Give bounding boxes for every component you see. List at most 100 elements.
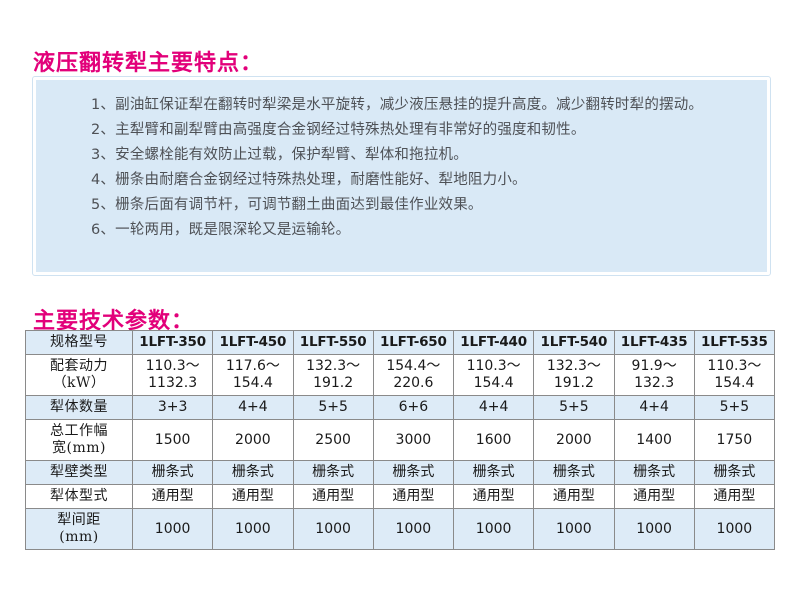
table-row: 犁间距 (mm) 1000 1000 1000 1000 1000 1000 1000 1000 (25, 508, 776, 550)
table-cell: 栅条式 (693, 460, 776, 485)
table-row: 配套动力 （kW） 110.3～ 1132.3 117.6～ 154.4 132.3～ 191… (25, 354, 776, 396)
table-cell: 4+4 (452, 395, 535, 420)
table-cell: 1000 (452, 508, 535, 550)
model-header-cell: 1LFT-535 (693, 330, 776, 355)
table-cell: 1000 (372, 508, 455, 550)
model-header-cell: 1LFT-435 (613, 330, 695, 355)
table-cell: 通用型 (131, 484, 214, 509)
table-cell: 通用型 (693, 484, 776, 509)
cell-line: 1132.3 (148, 375, 198, 391)
model-header-cell: 1LFT-450 (212, 330, 294, 355)
table-cell: 通用型 (613, 484, 695, 509)
features-heading: 液压翻转犁主要特点： (33, 50, 264, 77)
list-item: 6、一轮两用，既是限深轮又是运输轮。 (91, 222, 351, 238)
list-item: 1、副油缸保证犁在翻转时犁梁是水平旋转，减少液压悬挂的提升高度。减少翻转时犁的摆… (91, 97, 704, 113)
table-cell: 栅条式 (372, 460, 455, 485)
table-cell: 1000 (131, 508, 214, 550)
list-item: 2、主犁臂和副犁臂由高强度合金钢经过特殊热处理有非常好的强度和韧性。 (91, 122, 586, 138)
list-item: 5、栅条后面有调节杆，可调节翻土曲面达到最佳作业效果。 (91, 197, 483, 213)
model-header-cell: 1LFT-550 (292, 330, 374, 355)
table-cell: 通用型 (452, 484, 535, 509)
table-cell: 1400 (613, 419, 695, 461)
params-table: 规格型号 1LFT-350 1LFT-450 1LFT-550 1LFT-650 1LFT… (25, 330, 776, 550)
table-cell: 110.3～ 1132.3 (131, 354, 214, 396)
row-header-line: （kW） (52, 375, 106, 391)
table-cell: 通用型 (372, 484, 455, 509)
table-row: 犁体型式 通用型 通用型 通用型 通用型 通用型 通用型 通用型 通用型 (25, 484, 776, 509)
table-row: 犁壁类型 栅条式 栅条式 栅条式 栅条式 栅条式 栅条式 栅条式 栅条式 (25, 460, 776, 485)
cell-line: 154.4 (473, 375, 514, 391)
table-cell: 5+5 (292, 395, 374, 420)
table-row: 犁体数量 3+3 4+4 5+5 6+6 4+4 5+5 4+4 5+5 (25, 395, 776, 420)
table-cell: 91.9～ 132.3 (613, 354, 695, 396)
table-cell: 通用型 (292, 484, 374, 509)
table-cell: 1500 (131, 419, 214, 461)
table-cell: 1000 (613, 508, 695, 550)
cell-line: 132.3～ (546, 358, 601, 374)
features-list: 1、副油缸保证犁在翻转时犁梁是水平旋转，减少液压悬挂的提升高度。减少翻转时犁的摆… (36, 80, 767, 243)
table-cell: 3000 (372, 419, 455, 461)
row-header-line: 配套动力 (50, 358, 108, 374)
table-cell: 1750 (693, 419, 776, 461)
model-header-cell: 1LFT-350 (131, 330, 214, 355)
table-cell: 6+6 (372, 395, 455, 420)
table-cell: 1000 (212, 508, 294, 550)
table-cell: 5+5 (693, 395, 776, 420)
params-table-wrapper: 规格型号 1LFT-350 1LFT-450 1LFT-550 1LFT-650 1LFT… (25, 330, 776, 550)
table-cell: 1000 (292, 508, 374, 550)
table-cell: 110.3～ 154.4 (693, 354, 776, 396)
row-header-line: 宽(mm) (52, 440, 106, 456)
cell-line: 110.3～ (145, 358, 200, 374)
row-header-cell: 犁壁类型 (25, 460, 133, 485)
table-cell: 4+4 (613, 395, 695, 420)
table-cell: 5+5 (533, 395, 615, 420)
table-cell: 通用型 (533, 484, 615, 509)
table-cell: 栅条式 (613, 460, 695, 485)
table-cell: 2500 (292, 419, 374, 461)
cell-line: 154.4 (714, 375, 755, 391)
table-cell: 154.4～ 220.6 (372, 354, 455, 396)
cell-line: 132.3～ (306, 358, 361, 374)
params-heading: 主要技术参数： (33, 308, 195, 335)
table-cell: 1000 (533, 508, 615, 550)
table-cell: 2000 (212, 419, 294, 461)
model-header-cell: 1LFT-650 (372, 330, 455, 355)
row-header-cell: 规格型号 (25, 330, 133, 355)
cell-line: 154.4 (232, 375, 273, 391)
table-cell: 栅条式 (212, 460, 294, 485)
table-row: 总工作幅 宽(mm) 1500 2000 2500 3000 1600 2000 1400 175… (25, 419, 776, 461)
table-cell: 1600 (452, 419, 535, 461)
row-header-cell: 犁体型式 (25, 484, 133, 509)
table-cell: 132.3～ 191.2 (533, 354, 615, 396)
table-cell: 117.6～ 154.4 (212, 354, 294, 396)
row-header-cell: 犁体数量 (25, 395, 133, 420)
table-cell: 栅条式 (131, 460, 214, 485)
table-cell: 132.3～ 191.2 (292, 354, 374, 396)
features-panel: 1、副油缸保证犁在翻转时犁梁是水平旋转，减少液压悬挂的提升高度。减少翻转时犁的摆… (32, 76, 771, 276)
row-header-line: 总工作幅 (50, 423, 108, 439)
cell-line: 132.3 (634, 375, 675, 391)
table-cell: 栅条式 (292, 460, 374, 485)
row-header-cell: 总工作幅 宽(mm) (25, 419, 133, 461)
cell-line: 154.4～ (386, 358, 441, 374)
model-header-cell: 1LFT-440 (452, 330, 535, 355)
table-cell: 4+4 (212, 395, 294, 420)
cell-line: 191.2 (553, 375, 594, 391)
cell-line: 110.3～ (466, 358, 521, 374)
table-row: 规格型号 1LFT-350 1LFT-450 1LFT-550 1LFT-650 1LFT… (25, 330, 776, 355)
cell-line: 110.3～ (707, 358, 762, 374)
row-header-line: (mm) (59, 529, 99, 545)
table-cell: 1000 (693, 508, 776, 550)
row-header-cell: 配套动力 （kW） (25, 354, 133, 396)
row-header-line: 犁间距 (57, 512, 101, 528)
table-cell: 栅条式 (452, 460, 535, 485)
table-cell: 2000 (533, 419, 615, 461)
cell-line: 117.6～ (225, 358, 280, 374)
list-item: 4、栅条由耐磨合金钢经过特殊热处理，耐磨性能好、犁地阻力小。 (91, 172, 527, 188)
table-cell: 110.3～ 154.4 (452, 354, 535, 396)
model-header-cell: 1LFT-540 (533, 330, 615, 355)
row-header-cell: 犁间距 (mm) (25, 508, 133, 550)
table-cell: 通用型 (212, 484, 294, 509)
table-cell: 3+3 (131, 395, 214, 420)
